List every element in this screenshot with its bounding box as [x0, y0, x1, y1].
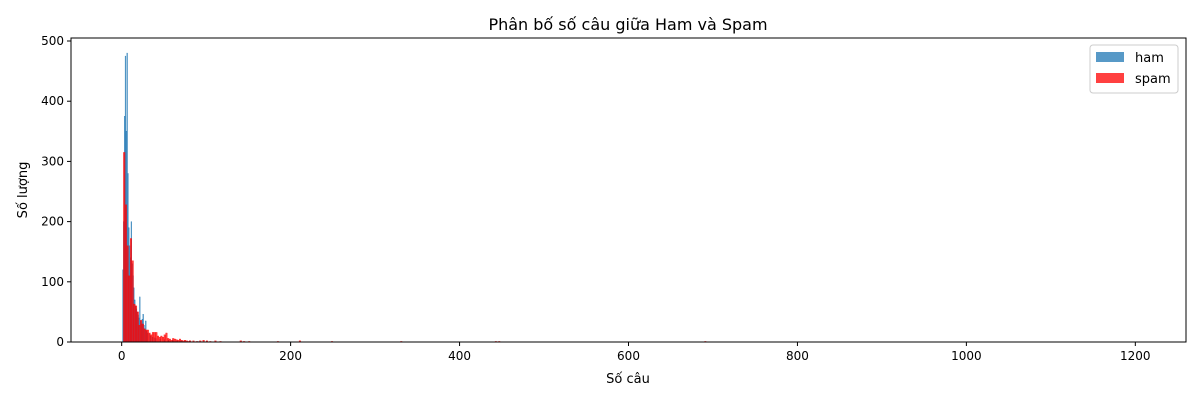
spam-bar-0 [123, 152, 126, 343]
legend-label-ham: ham [1135, 51, 1164, 66]
legend-label-spam: spam [1135, 72, 1171, 87]
y-tick-label-2: 200 [41, 215, 64, 229]
spam-bar-18 [153, 332, 156, 343]
legend-swatch-ham [1096, 52, 1124, 62]
y-axis-ticks: 0 100 200 300 400 500 [41, 34, 71, 349]
y-axis-label: Số lượng [16, 162, 31, 219]
spam-bar-2 [126, 245, 129, 343]
x-axis-ticks: 0 200 400 600 800 1000 1200 [118, 342, 1151, 363]
spam-bar-12 [143, 328, 146, 343]
spam-bar-15 [148, 332, 151, 343]
spam-bar-16 [150, 334, 153, 343]
spam-bar-8 [136, 311, 139, 343]
spam-bar-4 [129, 238, 132, 343]
spam-bar-5 [131, 260, 134, 343]
x-tick-label-4: 800 [786, 349, 809, 363]
legend: ham spam [1089, 44, 1179, 94]
x-tick-label-1: 200 [279, 349, 302, 363]
spam-bar-21 [158, 337, 161, 343]
y-tick-label-3: 300 [41, 154, 64, 168]
spam-bar-13 [145, 329, 148, 343]
spam-bar-3 [128, 275, 131, 343]
spam-bar-6 [133, 303, 136, 343]
spam-bar-24 [163, 334, 166, 343]
spam-bar-11 [141, 323, 144, 343]
spam-bar-9 [138, 324, 141, 343]
plot-area-frame [70, 37, 1187, 343]
spam-bar-10 [140, 320, 143, 343]
spam-bar-20 [157, 335, 160, 343]
spam-bar-17 [151, 332, 154, 343]
x-tick-label-6: 1200 [1120, 349, 1151, 363]
spam-bars [123, 152, 707, 343]
x-tick-label-0: 0 [118, 349, 126, 363]
x-tick-label-2: 400 [448, 349, 471, 363]
spam-bar-29 [172, 338, 175, 343]
spam-bar-7 [135, 305, 138, 343]
spam-bar-14 [146, 329, 149, 343]
ham-bars [122, 52, 208, 343]
y-tick-label-0: 0 [56, 335, 64, 349]
y-tick-label-1: 100 [41, 275, 64, 289]
chart-title: Phân bố số câu giữa Ham và Spam [488, 15, 767, 34]
spam-bar-1 [124, 204, 127, 343]
y-tick-label-5: 500 [41, 34, 64, 48]
spam-bar-26 [167, 338, 170, 343]
spam-bar-19 [155, 332, 158, 343]
spam-bar-23 [162, 337, 165, 343]
y-tick-label-4: 400 [41, 94, 64, 108]
spam-bar-25 [165, 332, 168, 343]
legend-swatch-spam [1096, 73, 1124, 83]
x-tick-label-3: 600 [617, 349, 640, 363]
spam-bar-22 [160, 335, 163, 343]
x-axis-label: Số câu [606, 372, 650, 387]
x-tick-label-5: 1000 [951, 349, 982, 363]
